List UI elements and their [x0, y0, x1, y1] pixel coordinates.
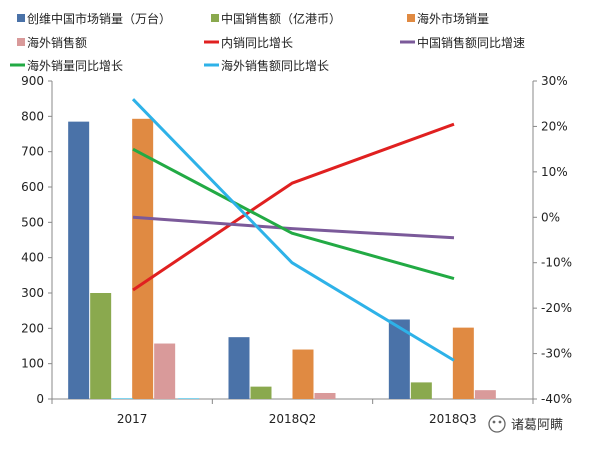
legend-label: 内销同比增长 [221, 36, 293, 50]
watermark: 诸葛阿瞒 [488, 415, 563, 433]
legend-swatch [17, 38, 25, 46]
axes: 0 100 200 300 400 500 600 700 800 900 -40% -30% -20%… [21, 74, 572, 426]
left-tick-label: 500 [21, 215, 44, 229]
bar [178, 398, 200, 399]
right-tick-label: 30% [541, 74, 568, 88]
legend-label: 海外销量同比增长 [27, 58, 123, 73]
right-tick-label: 0% [541, 210, 560, 224]
left-tick-label: 800 [21, 109, 44, 123]
bars [68, 118, 496, 399]
x-tick-label: 2018Q2 [269, 412, 317, 426]
bar [154, 343, 176, 399]
right-tick-label: 10% [541, 165, 568, 179]
bar [250, 386, 272, 399]
series-line [132, 147, 455, 281]
bar [314, 392, 336, 399]
right-tick-label: -30% [541, 347, 572, 361]
right-tick-label: -20% [541, 301, 572, 315]
lines [131, 98, 455, 362]
legend-swatch [17, 14, 25, 22]
legend-label: 中国销售额同比增速 [417, 35, 525, 50]
wechat-icon-dot [492, 420, 496, 424]
left-tick-label: 400 [21, 251, 44, 265]
bar [410, 382, 432, 399]
series-line [132, 122, 455, 292]
bar [388, 319, 410, 399]
left-tick-label: 600 [21, 180, 44, 194]
bar [474, 390, 496, 399]
series-line [132, 215, 455, 240]
legend-label: 创维中国市场销量（万台） [27, 11, 171, 26]
left-tick-label: 300 [21, 286, 44, 300]
x-tick-label: 2017 [117, 412, 148, 426]
x-tick-label: 2018Q3 [429, 412, 477, 426]
left-tick-label: 200 [21, 321, 44, 335]
left-tick-label: 700 [21, 145, 44, 159]
left-tick-label: 0 [36, 392, 44, 406]
right-tick-label: -40% [541, 392, 572, 406]
bar [68, 121, 90, 399]
bar [292, 349, 314, 399]
legend-swatch [407, 14, 415, 22]
wechat-icon-dot [498, 420, 502, 424]
left-tick-label: 900 [21, 74, 44, 88]
bar [132, 118, 154, 399]
right-tick-label: 20% [541, 119, 568, 133]
bar [452, 327, 474, 399]
wechat-icon [488, 415, 506, 433]
bar [112, 398, 134, 399]
legend-swatch [211, 14, 219, 22]
legend-label: 中国销售额（亿港币） [221, 11, 341, 26]
legend-label: 海外市场销量 [417, 11, 489, 26]
legend-label: 海外销售额 [27, 35, 87, 50]
bar [90, 293, 112, 399]
legend-label: 海外销售额同比增长 [221, 58, 329, 73]
bar [228, 337, 250, 399]
right-tick-label: -10% [541, 256, 572, 270]
series-line [131, 98, 455, 362]
left-tick-label: 100 [21, 357, 44, 371]
watermark-text: 诸葛阿瞒 [511, 418, 563, 433]
